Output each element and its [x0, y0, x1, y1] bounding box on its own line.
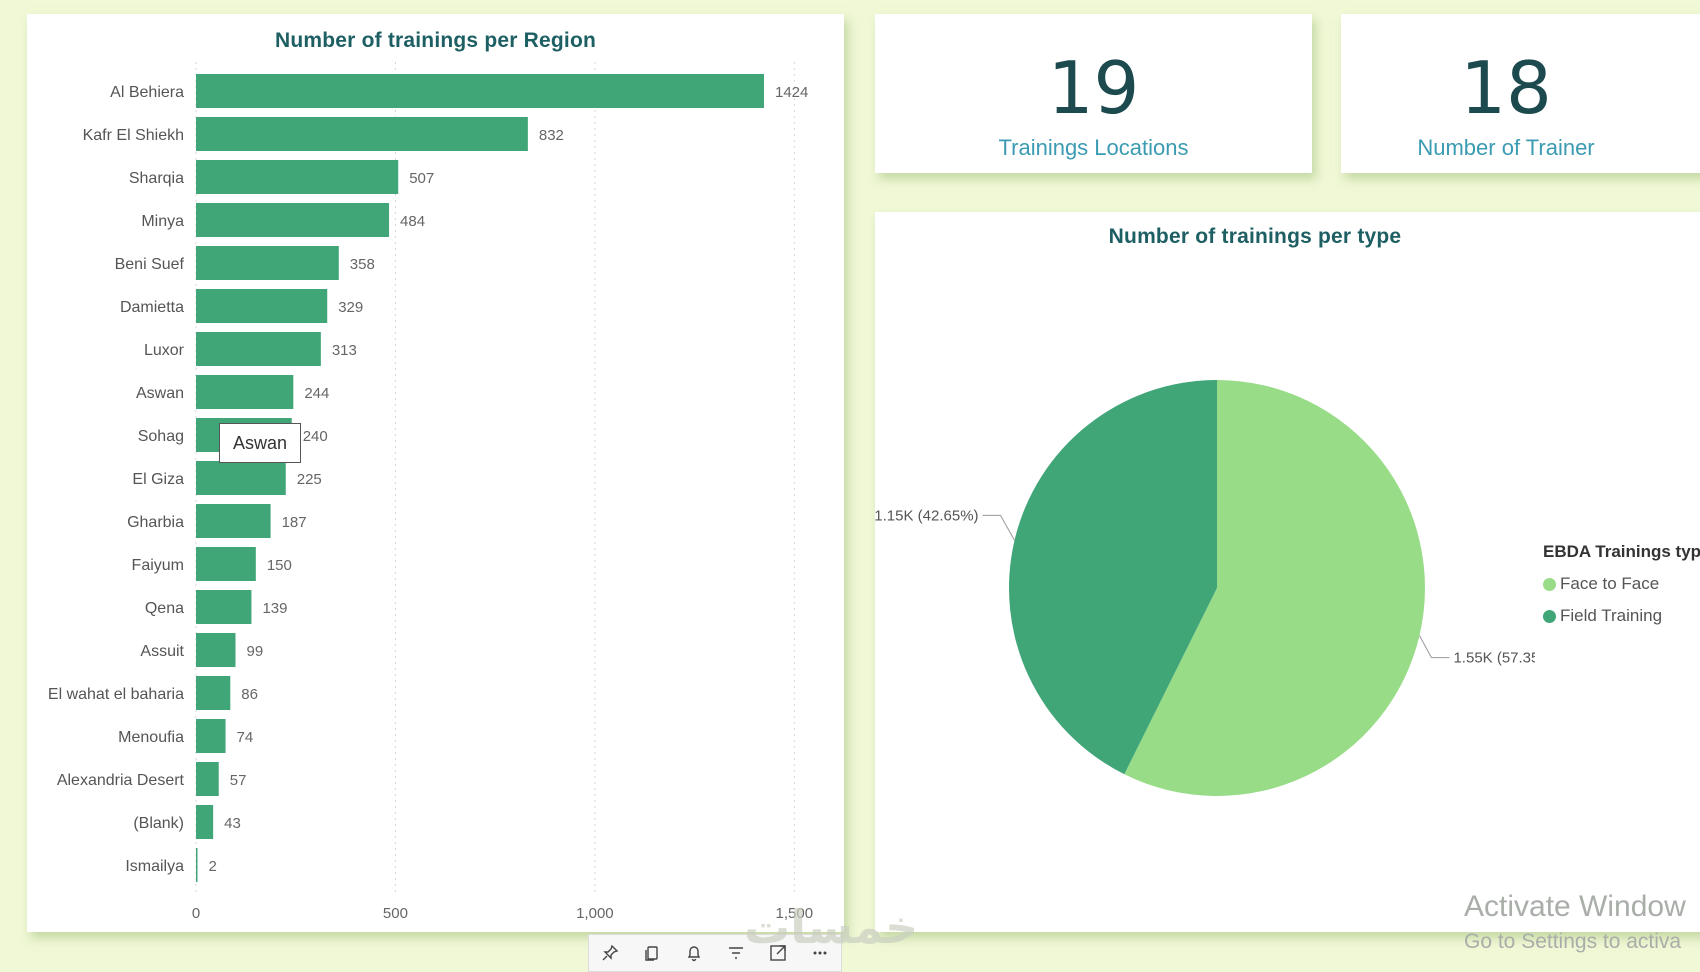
pin-icon[interactable] [589, 935, 631, 971]
category-label: Menoufia [118, 729, 184, 746]
category-label: Beni Suef [115, 256, 185, 273]
category-label: Qena [145, 600, 184, 617]
bar [196, 332, 321, 366]
leader-line [982, 514, 1015, 541]
x-tick-label: 0 [192, 905, 200, 922]
bar [196, 375, 294, 409]
data-label: 139 [262, 600, 287, 617]
category-label: Sharqia [129, 170, 184, 187]
bar [196, 246, 339, 280]
focus-mode-icon[interactable] [757, 935, 799, 971]
data-label: 2 [209, 858, 217, 875]
category-label: Damietta [120, 299, 184, 316]
pie-data-label: 1.15K (42.65%) [875, 507, 979, 524]
bar [196, 762, 219, 796]
x-tick-label: 1,000 [576, 905, 614, 922]
pie-legend: EBDA Trainings typ Face to Face Field Tr… [1543, 542, 1700, 626]
pie-chart-svg: 1.55K (57.35%) 1.15K (42.65%) [875, 380, 1535, 796]
bar [196, 848, 198, 882]
watermark-logo: خمسات [744, 901, 919, 953]
data-label: 187 [282, 514, 307, 531]
bar [196, 160, 399, 194]
data-label: 832 [539, 127, 564, 144]
bar [196, 805, 214, 839]
kpi-label: Trainings Locations [998, 135, 1189, 160]
bar [196, 74, 764, 108]
bar [196, 676, 231, 710]
legend-title: EBDA Trainings typ [1543, 542, 1700, 561]
bar-chart-title: Number of trainings per Region [274, 29, 597, 52]
kpi-label: Number of Trainer [1417, 135, 1595, 160]
category-label: Minya [141, 213, 184, 230]
data-label: 244 [304, 385, 329, 402]
category-label: Al Behiera [110, 84, 184, 101]
category-label: Alexandria Desert [57, 772, 185, 789]
data-label: 240 [303, 428, 328, 445]
copy-icon[interactable] [631, 935, 673, 971]
pie-slice [1124, 380, 1425, 796]
bar [196, 633, 236, 667]
legend-label: Field Training [1560, 606, 1663, 625]
kpi-card-number-of-trainer[interactable]: 18 Number of Trainer [1341, 14, 1700, 173]
category-label: El Giza [132, 471, 184, 488]
data-label: 1424 [775, 84, 808, 101]
data-label: 313 [332, 342, 357, 359]
data-label: 484 [400, 213, 425, 230]
data-label: 507 [409, 170, 434, 187]
activate-line1: Activate Window [1464, 890, 1686, 923]
activate-windows-watermark: Activate Window Go to Settings to activa [1464, 890, 1686, 954]
x-tick-label: 500 [383, 905, 408, 922]
data-label: 99 [246, 643, 263, 660]
bar [196, 719, 226, 753]
data-label: 57 [230, 772, 247, 789]
kpi-card-trainings-locations[interactable]: 19 Trainings Locations [875, 14, 1312, 173]
legend-dot [1543, 577, 1556, 591]
category-label: Ismailya [125, 858, 184, 875]
category-label: Kafr El Shiekh [83, 127, 184, 144]
pie-chart-visual[interactable]: Number of trainings per type 1.55K (57.3… [875, 212, 1700, 932]
bar [196, 461, 286, 495]
data-label: 225 [297, 471, 322, 488]
category-label: Aswan [136, 385, 184, 402]
data-label: 150 [267, 557, 292, 574]
category-label: Gharbia [127, 514, 184, 531]
category-label: Assuit [140, 643, 184, 660]
category-label: El wahat el baharia [48, 686, 184, 703]
bar [196, 590, 252, 624]
kpi-value: 18 [1460, 46, 1552, 130]
data-label: 358 [350, 256, 375, 273]
kpi-value: 19 [1047, 46, 1140, 130]
legend-item-field-training[interactable]: Field Training [1543, 606, 1700, 626]
category-label: Sohag [138, 428, 184, 445]
data-label: 74 [237, 729, 254, 746]
pie-slice [1008, 380, 1217, 775]
bar [196, 504, 271, 538]
category-label: (Blank) [133, 815, 184, 832]
filter-icon[interactable] [715, 935, 757, 971]
bar [196, 547, 256, 581]
category-label: Faiyum [132, 557, 184, 574]
x-tick-label: 1,500 [776, 905, 814, 922]
bar [196, 117, 528, 151]
bar-chart-visual[interactable]: Number of trainings per Region 0 500 1,000… [27, 14, 844, 932]
pie-chart-title: Number of trainings per type [1108, 225, 1402, 248]
category-label: Luxor [144, 342, 185, 359]
pie-data-label: 1.55K (57.35%) [1453, 650, 1535, 667]
data-label: 43 [224, 815, 241, 832]
bell-icon[interactable] [673, 935, 715, 971]
bar-chart-svg: 0 500 1,000 1,500 Al Behiera 1424 Kafr El Shie… [48, 62, 814, 922]
data-label: 329 [338, 299, 363, 316]
tooltip: Aswan [219, 423, 301, 463]
legend-label: Face to Face [1560, 574, 1660, 593]
bar [196, 203, 390, 237]
data-label: 86 [241, 686, 258, 703]
bar [196, 289, 328, 323]
leader-line [1419, 635, 1450, 659]
legend-dot [1543, 609, 1556, 623]
more-options-icon[interactable] [799, 935, 841, 971]
legend-item-face-to-face[interactable]: Face to Face [1543, 574, 1700, 594]
activate-line2: Go to Settings to activa [1464, 930, 1682, 953]
